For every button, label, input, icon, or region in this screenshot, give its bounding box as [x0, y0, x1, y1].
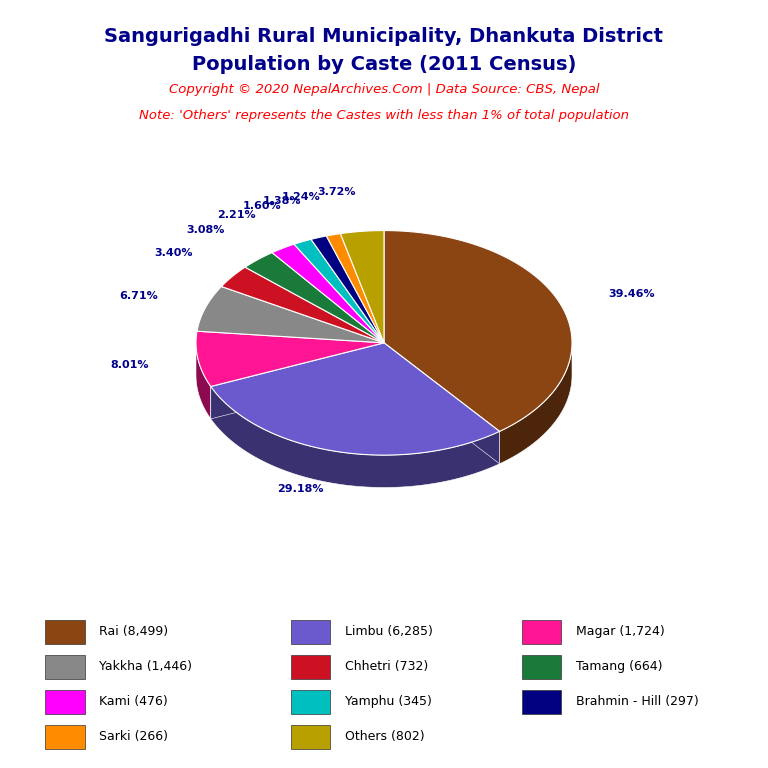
- Text: Tamang (664): Tamang (664): [576, 660, 662, 674]
- Polygon shape: [340, 230, 384, 343]
- Polygon shape: [221, 267, 384, 343]
- Text: Magar (1,724): Magar (1,724): [576, 625, 664, 638]
- Text: 3.40%: 3.40%: [154, 248, 192, 258]
- Text: Sangurigadhi Rural Municipality, Dhankuta District: Sangurigadhi Rural Municipality, Dhankut…: [104, 27, 664, 46]
- Text: Sarki (266): Sarki (266): [99, 730, 168, 743]
- Bar: [290, 654, 330, 680]
- Text: 2.21%: 2.21%: [217, 210, 256, 220]
- Text: 39.46%: 39.46%: [609, 289, 655, 299]
- Polygon shape: [196, 343, 210, 419]
- Text: 29.18%: 29.18%: [277, 485, 324, 495]
- Polygon shape: [384, 343, 499, 464]
- Text: 6.71%: 6.71%: [119, 291, 158, 301]
- Polygon shape: [384, 343, 499, 464]
- Bar: [521, 654, 561, 680]
- Polygon shape: [294, 240, 384, 343]
- Bar: [45, 620, 84, 644]
- Text: Yakkha (1,446): Yakkha (1,446): [99, 660, 192, 674]
- Bar: [45, 724, 84, 750]
- Text: Rai (8,499): Rai (8,499): [99, 625, 168, 638]
- Polygon shape: [384, 230, 572, 432]
- Text: Yamphu (345): Yamphu (345): [345, 696, 432, 708]
- Bar: [290, 620, 330, 644]
- Polygon shape: [210, 386, 499, 488]
- Text: 1.24%: 1.24%: [281, 192, 320, 202]
- Polygon shape: [196, 331, 384, 386]
- Text: 8.01%: 8.01%: [111, 360, 149, 370]
- Text: Population by Caste (2011 Census): Population by Caste (2011 Census): [192, 55, 576, 74]
- Polygon shape: [272, 244, 384, 343]
- Polygon shape: [210, 343, 384, 419]
- Polygon shape: [210, 343, 384, 419]
- Text: Others (802): Others (802): [345, 730, 425, 743]
- Text: 3.72%: 3.72%: [318, 187, 356, 197]
- Bar: [45, 690, 84, 714]
- Polygon shape: [311, 236, 384, 343]
- Text: 1.38%: 1.38%: [263, 196, 301, 206]
- Bar: [521, 620, 561, 644]
- Text: Note: 'Others' represents the Castes with less than 1% of total population: Note: 'Others' represents the Castes wit…: [139, 109, 629, 122]
- Text: Chhetri (732): Chhetri (732): [345, 660, 428, 674]
- Bar: [45, 654, 84, 680]
- Polygon shape: [210, 343, 499, 455]
- Text: Kami (476): Kami (476): [99, 696, 168, 708]
- Bar: [290, 690, 330, 714]
- Text: 1.60%: 1.60%: [243, 201, 281, 211]
- Polygon shape: [245, 253, 384, 343]
- Bar: [290, 724, 330, 750]
- Text: Copyright © 2020 NepalArchives.Com | Data Source: CBS, Nepal: Copyright © 2020 NepalArchives.Com | Dat…: [169, 83, 599, 96]
- Text: 3.08%: 3.08%: [187, 226, 225, 236]
- Bar: [521, 690, 561, 714]
- Polygon shape: [499, 343, 572, 464]
- Polygon shape: [326, 233, 384, 343]
- Polygon shape: [197, 286, 384, 343]
- Text: Brahmin - Hill (297): Brahmin - Hill (297): [576, 696, 699, 708]
- Text: Limbu (6,285): Limbu (6,285): [345, 625, 432, 638]
